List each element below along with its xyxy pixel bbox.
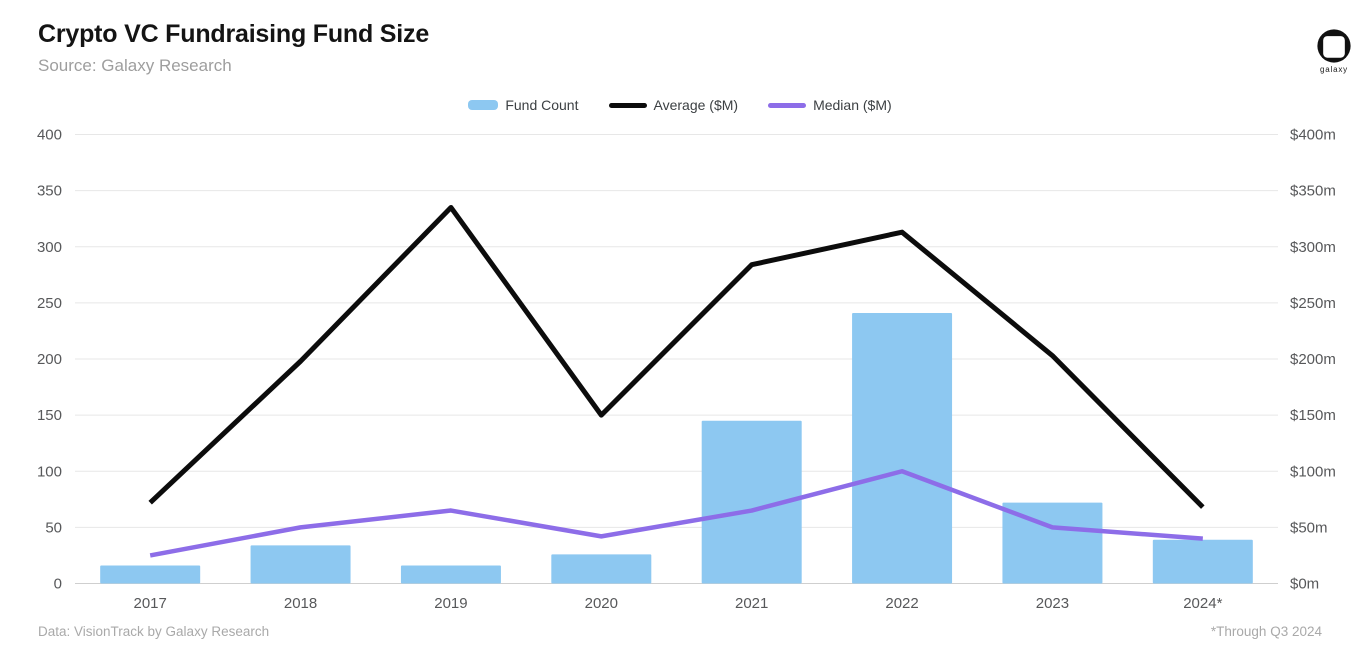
left-axis-tick: 0: [54, 576, 62, 593]
fund-count-bar-2022: [852, 312, 953, 584]
left-axis-tick: 300: [37, 239, 62, 256]
legend-label-median: Median ($M): [813, 97, 892, 113]
left-axis-tick: 100: [37, 463, 62, 480]
right-axis-tick: $150m: [1290, 407, 1336, 424]
legend-item-fund-count: Fund Count: [468, 97, 579, 113]
median-line: [149, 469, 1203, 558]
galaxy-logo-icon: [1317, 29, 1351, 63]
fund-count-bar-2019: [400, 565, 501, 584]
x-axis-label-2019: 2019: [434, 595, 467, 612]
left-axis-tick: 400: [37, 127, 62, 144]
x-axis-label-2018: 2018: [284, 595, 317, 612]
x-axis-label-2023: 2023: [1036, 595, 1069, 612]
x-axis-label-2017: 2017: [134, 595, 167, 612]
left-axis-tick: 50: [45, 519, 62, 536]
legend-label-fund-count: Fund Count: [505, 97, 579, 113]
data-attribution: Data: VisionTrack by Galaxy Research: [38, 624, 270, 639]
right-axis-tick: $300m: [1290, 239, 1336, 256]
right-axis-tick: $50m: [1290, 519, 1328, 536]
fund-count-bar-2020: [551, 554, 652, 584]
median-line-swatch-icon: [768, 102, 807, 108]
fund-count-bar-2024*: [1152, 539, 1253, 584]
fund-count-bar-2017: [100, 565, 201, 584]
left-axis-tick: 350: [37, 183, 62, 200]
fund-count-bar-2023: [1002, 502, 1103, 584]
fund-count-bar-2021: [701, 420, 802, 584]
footnote: *Through Q3 2024: [1210, 624, 1322, 639]
chart-legend: Fund Count Average ($M) Median ($M): [0, 97, 1360, 113]
x-axis-label-2021: 2021: [735, 595, 768, 612]
average-line-swatch-icon: [608, 102, 647, 108]
legend-item-median: Median ($M): [768, 97, 892, 113]
x-axis-label-2024*: 2024*: [1183, 595, 1222, 612]
average-line: [148, 204, 1205, 509]
x-axis-label-2020: 2020: [585, 595, 618, 612]
right-axis-tick: $200m: [1290, 351, 1336, 368]
fund-count-bar-2018: [250, 545, 351, 584]
left-axis-tick: 150: [37, 407, 62, 424]
right-axis-tick: $0m: [1290, 576, 1319, 593]
legend-label-average: Average ($M): [653, 97, 739, 113]
x-axis-label-2022: 2022: [885, 595, 918, 612]
left-axis-tick: 250: [37, 295, 62, 312]
legend-item-average: Average ($M): [608, 97, 739, 113]
chart-subtitle: Source: Galaxy Research: [38, 56, 232, 75]
left-axis-tick: 200: [37, 351, 62, 368]
galaxy-logo-text: galaxy: [1320, 65, 1348, 74]
page-title: Crypto VC Fundraising Fund Size: [38, 20, 430, 48]
galaxy-logo: galaxy: [1313, 26, 1355, 74]
fund-count-swatch-icon: [468, 100, 499, 110]
right-axis-tick: $400m: [1290, 127, 1336, 144]
right-axis-tick: $100m: [1290, 463, 1336, 480]
right-axis-tick: $350m: [1290, 183, 1336, 200]
right-axis-tick: $250m: [1290, 295, 1336, 312]
